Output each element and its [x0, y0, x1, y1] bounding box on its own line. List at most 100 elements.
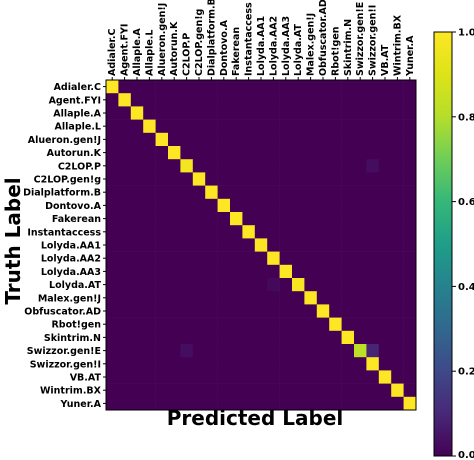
heatmap-cell [341, 146, 355, 160]
heatmap-cell [354, 106, 367, 120]
x-tick-label: Autorun.K [169, 21, 180, 76]
heatmap-cell [217, 251, 231, 266]
heatmap-cell [354, 212, 367, 226]
heatmap-cell [118, 317, 132, 332]
heatmap-cell [254, 344, 268, 358]
heatmap-cell [304, 132, 318, 147]
heatmap-cell [354, 93, 367, 107]
heatmap-cell [366, 212, 380, 226]
heatmap-cell [205, 383, 218, 398]
heatmap-cell [168, 198, 181, 213]
heatmap-cell [354, 185, 367, 200]
heatmap-cell [106, 238, 119, 252]
heatmap-cell [254, 132, 268, 147]
heatmap-cell [304, 304, 318, 318]
heatmap-cell [366, 185, 380, 200]
heatmap-cell [130, 330, 144, 345]
heatmap-cell [403, 80, 417, 94]
heatmap-cell [378, 198, 392, 213]
colorbar-tick-label: 0.6 [458, 197, 474, 208]
heatmap-cell [230, 198, 243, 213]
heatmap-cell [230, 146, 243, 160]
heatmap-cell [180, 225, 194, 239]
heatmap-cell [267, 344, 280, 358]
heatmap-cell [242, 304, 256, 318]
heatmap-cell [143, 383, 156, 398]
heatmap-cell [292, 238, 305, 252]
heatmap-cell [143, 304, 156, 318]
x-tick-label: Fakerean [231, 27, 242, 76]
y-tick-label: Alueron.gen!J [28, 135, 101, 146]
heatmap-cell [403, 396, 417, 411]
heatmap-cell [143, 119, 156, 134]
heatmap-cell [168, 132, 181, 147]
heatmap-cell [267, 106, 280, 120]
heatmap-cell [391, 344, 404, 358]
x-tick-label: C2LOP.gen!g [194, 9, 205, 76]
heatmap-cell [391, 225, 404, 239]
heatmap-cell [316, 304, 330, 318]
y-tick-label: Autorun.K [47, 148, 102, 159]
heatmap-cell [403, 291, 417, 305]
heatmap-cell [316, 198, 330, 213]
heatmap-cell [155, 106, 169, 120]
heatmap-cell [267, 185, 280, 200]
heatmap-cell [304, 264, 318, 279]
heatmap-cell [292, 251, 305, 266]
heatmap-cell [205, 251, 218, 266]
x-tick-label: Alueron.gen!J [157, 3, 168, 76]
heatmap-cell [366, 251, 380, 266]
heatmap-cell [168, 370, 181, 384]
heatmap-cell [292, 93, 305, 107]
heatmap-cell [391, 80, 404, 94]
heatmap-cell [279, 132, 293, 147]
x-tick-label: Rbot!gen [330, 26, 341, 76]
heatmap-cell [254, 212, 268, 226]
heatmap-cell [292, 198, 305, 213]
heatmap-cell [192, 317, 206, 332]
heatmap-cell [329, 225, 342, 239]
heatmap-cell [341, 159, 355, 173]
heatmap-cell [267, 159, 280, 173]
heatmap-cell [403, 383, 417, 398]
heatmap-cell [366, 225, 380, 239]
heatmap-cell [180, 264, 194, 279]
heatmap-cell [217, 317, 231, 332]
heatmap-cell [180, 278, 194, 292]
heatmap-cell [304, 80, 318, 94]
heatmap-cell [143, 317, 156, 332]
heatmap-cell [378, 146, 392, 160]
heatmap-cell [279, 238, 293, 252]
heatmap-cell [130, 93, 144, 107]
heatmap-cell [254, 146, 268, 160]
heatmap-cell [217, 132, 231, 147]
heatmap-cell [192, 278, 206, 292]
heatmap-cell [341, 383, 355, 398]
heatmap-cell [254, 330, 268, 345]
heatmap-cell [205, 80, 218, 94]
heatmap-cell [403, 225, 417, 239]
heatmap-cell [316, 225, 330, 239]
heatmap-cell [130, 264, 144, 279]
heatmap-cell [279, 304, 293, 318]
heatmap-cell [329, 383, 342, 398]
heatmap-cell [205, 304, 218, 318]
heatmap-cell [242, 185, 256, 200]
colorbar-tick-label: 0.4 [458, 282, 474, 293]
heatmap-cell [354, 132, 367, 147]
heatmap-cell [192, 80, 206, 94]
heatmap-cell [254, 357, 268, 371]
heatmap-cell [118, 396, 132, 411]
heatmap-cell [403, 251, 417, 266]
heatmap-cell [279, 396, 293, 411]
heatmap-cell [242, 106, 256, 120]
heatmap-cell [316, 344, 330, 358]
heatmap-cell [267, 225, 280, 239]
y-tick-label: Obfuscator.AD [24, 307, 101, 318]
heatmap-cell [168, 344, 181, 358]
heatmap-cell [130, 146, 144, 160]
heatmap-cell [118, 146, 132, 160]
heatmap-cell [366, 80, 380, 94]
heatmap-cell [118, 251, 132, 266]
heatmap-cell [403, 212, 417, 226]
